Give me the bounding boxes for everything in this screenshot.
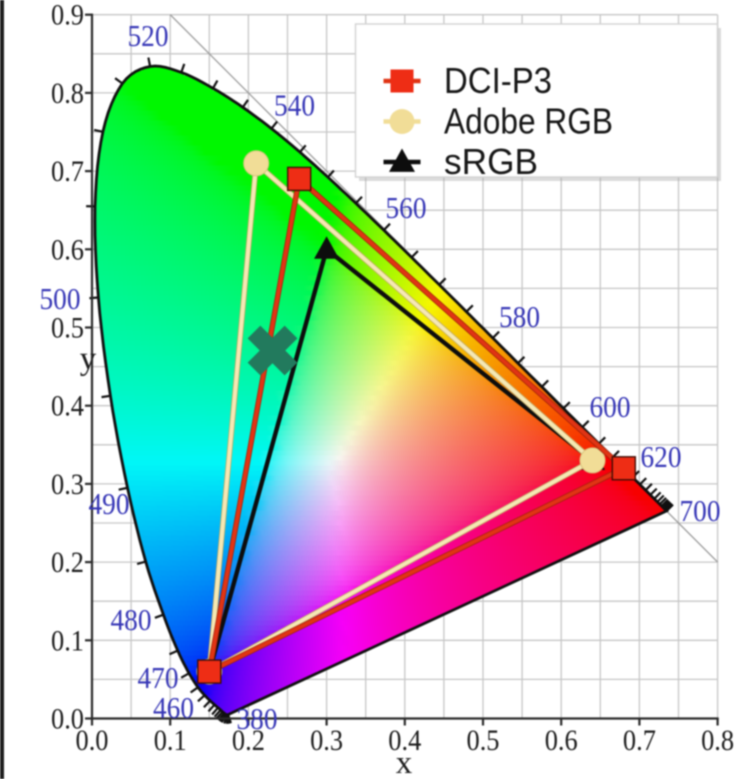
svg-text:500: 500 bbox=[40, 281, 81, 316]
svg-text:0.8: 0.8 bbox=[51, 77, 84, 110]
svg-text:0.6: 0.6 bbox=[51, 233, 84, 266]
svg-text:0.5: 0.5 bbox=[467, 724, 500, 757]
svg-text:y: y bbox=[80, 341, 97, 377]
svg-text:0.2: 0.2 bbox=[232, 724, 265, 757]
svg-text:480: 480 bbox=[111, 602, 152, 637]
svg-text:0.9: 0.9 bbox=[51, 0, 84, 32]
svg-text:x: x bbox=[396, 745, 413, 779]
svg-text:0.5: 0.5 bbox=[51, 312, 84, 345]
svg-text:0.7: 0.7 bbox=[623, 724, 656, 757]
svg-text:sRGB: sRGB bbox=[444, 141, 538, 182]
svg-text:0.1: 0.1 bbox=[154, 724, 187, 757]
svg-text:470: 470 bbox=[138, 660, 179, 695]
svg-text:460: 460 bbox=[153, 690, 194, 725]
svg-text:0.7: 0.7 bbox=[51, 155, 84, 188]
svg-text:620: 620 bbox=[641, 439, 682, 474]
svg-text:560: 560 bbox=[386, 190, 427, 225]
svg-text:Adobe RGB: Adobe RGB bbox=[444, 101, 613, 142]
svg-text:0.4: 0.4 bbox=[51, 390, 84, 423]
svg-text:600: 600 bbox=[590, 389, 631, 424]
svg-text:490: 490 bbox=[89, 486, 130, 521]
svg-text:580: 580 bbox=[499, 299, 540, 334]
svg-text:0.0: 0.0 bbox=[76, 724, 109, 757]
svg-text:0.1: 0.1 bbox=[51, 624, 84, 657]
svg-text:0.3: 0.3 bbox=[51, 468, 84, 501]
svg-text:700: 700 bbox=[680, 493, 721, 528]
svg-text:0.2: 0.2 bbox=[51, 546, 84, 579]
svg-text:0.8: 0.8 bbox=[701, 724, 734, 757]
svg-text:0.0: 0.0 bbox=[51, 703, 84, 736]
svg-text:0.3: 0.3 bbox=[310, 724, 343, 757]
svg-text:520: 520 bbox=[128, 18, 169, 53]
svg-text:540: 540 bbox=[274, 88, 315, 123]
svg-text:0.6: 0.6 bbox=[545, 724, 578, 757]
svg-text:0.4: 0.4 bbox=[388, 724, 421, 757]
svg-text:DCI-P3: DCI-P3 bbox=[444, 60, 552, 101]
svg-text:380: 380 bbox=[237, 701, 278, 736]
